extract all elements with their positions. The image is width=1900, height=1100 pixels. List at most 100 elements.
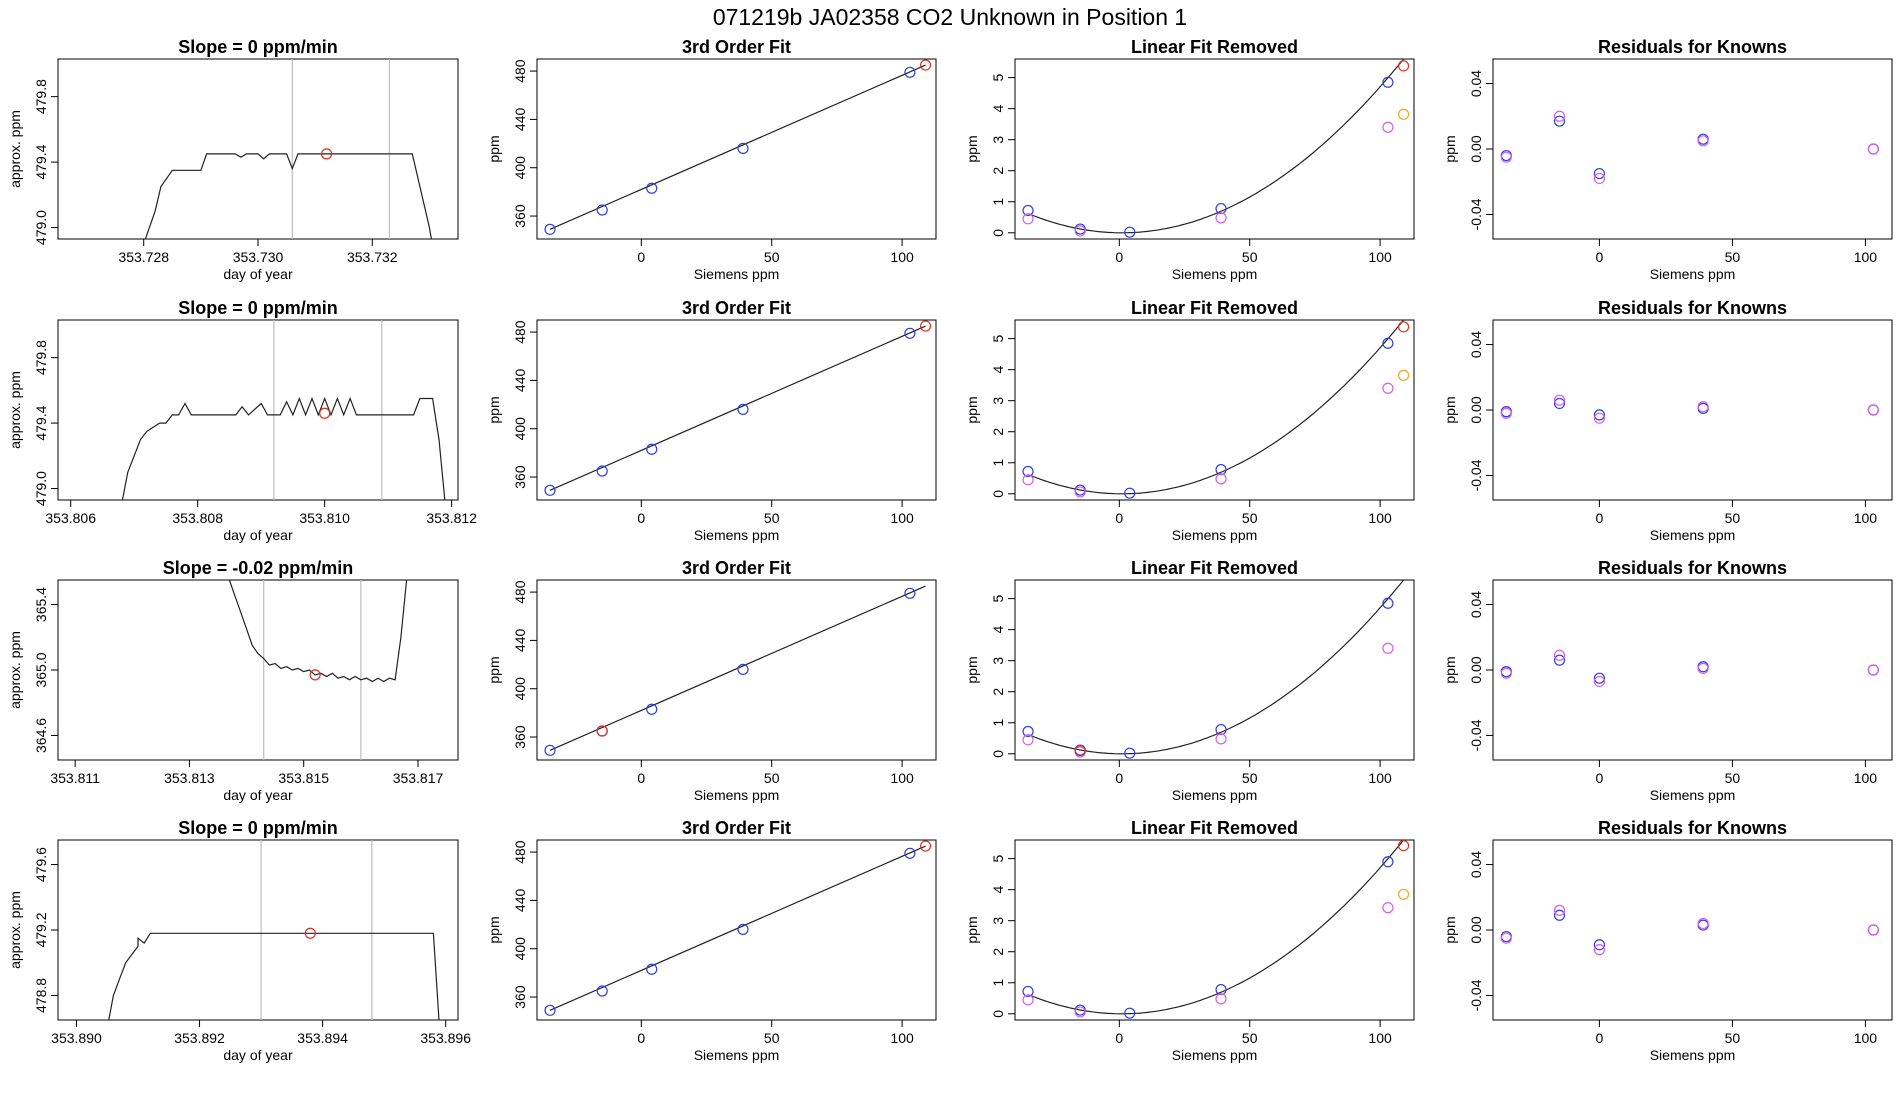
y-axis-label: approx. ppm bbox=[7, 891, 23, 969]
y-tick-label: -0.04 bbox=[1468, 979, 1484, 1011]
data-point-knowns-blue bbox=[1022, 465, 1034, 478]
y-tick-label: 5 bbox=[990, 855, 1006, 863]
y-tick-label: 400 bbox=[512, 937, 528, 961]
x-tick-label: 50 bbox=[1725, 1030, 1741, 1046]
x-tick-label: 100 bbox=[1854, 770, 1878, 786]
plot-area bbox=[144, 59, 433, 239]
plot-frame bbox=[1492, 579, 1893, 761]
y-tick-label: 0.04 bbox=[1468, 591, 1484, 618]
data-point-knowns bbox=[646, 443, 658, 455]
plot-frame bbox=[1492, 839, 1893, 1021]
data-point-knowns-blue bbox=[1382, 597, 1394, 609]
y-tick-label: 440 bbox=[512, 629, 528, 653]
y-tick-label: 479.0 bbox=[33, 471, 49, 506]
y-tick-label: 479.8 bbox=[33, 79, 49, 114]
plot-frame bbox=[57, 58, 459, 240]
x-tick-label: 50 bbox=[1242, 1030, 1258, 1046]
y-tick-label: 5 bbox=[990, 74, 1006, 82]
plot-frame bbox=[536, 319, 937, 501]
y-tick-label: 0.04 bbox=[1468, 70, 1484, 97]
x-axis-label: Siemens ppm bbox=[694, 527, 780, 543]
y-tick-label: 479.4 bbox=[33, 405, 49, 440]
x-tick-label: 100 bbox=[1854, 1030, 1878, 1046]
plot-area bbox=[1500, 110, 1879, 185]
y-tick-label: -0.04 bbox=[1468, 198, 1484, 230]
x-tick-label: 50 bbox=[1242, 510, 1258, 526]
panel-1-0: Slope = 0 ppm/min 353.806 353.808 353.810 35… bbox=[7, 298, 477, 543]
panel-title: Residuals for Knowns bbox=[1598, 37, 1787, 57]
plot-area bbox=[1022, 580, 1405, 759]
x-tick-label: 0 bbox=[1115, 249, 1123, 265]
y-tick-label: 480 bbox=[512, 840, 528, 864]
x-tick-label: 100 bbox=[890, 510, 914, 526]
plot-area bbox=[544, 840, 932, 1016]
x-tick-label: 0 bbox=[637, 249, 645, 265]
y-tick-label: 0.00 bbox=[1468, 656, 1484, 683]
x-axis-label: Siemens ppm bbox=[1650, 787, 1736, 803]
y-tick-label: 400 bbox=[512, 417, 528, 441]
panel-title: 3rd Order Fit bbox=[682, 818, 791, 838]
data-point-knowns-blue bbox=[1215, 463, 1227, 476]
panel-0-2: Linear Fit Removed 0 50 100 0 1 2 3 4 5 Siemens pp… bbox=[964, 37, 1415, 282]
x-axis-label: day of year bbox=[223, 266, 293, 282]
y-axis-label: approx. ppm bbox=[7, 631, 23, 709]
data-point-unknown bbox=[596, 725, 608, 737]
y-tick-label: 480 bbox=[512, 59, 528, 83]
x-tick-label: 100 bbox=[1854, 249, 1878, 265]
data-point-magenta bbox=[1697, 917, 1709, 930]
y-tick-label: -0.04 bbox=[1468, 459, 1484, 491]
x-tick-label: 353.890 bbox=[51, 1030, 102, 1046]
x-tick-label: 353.808 bbox=[172, 510, 223, 526]
data-point-knowns-blue bbox=[1382, 76, 1394, 88]
x-tick-label: 0 bbox=[637, 1030, 645, 1046]
y-tick-label: 365.0 bbox=[33, 652, 49, 687]
panel-title: Linear Fit Removed bbox=[1131, 558, 1298, 578]
y-tick-label: 3 bbox=[990, 136, 1006, 144]
data-point-magenta bbox=[1593, 172, 1606, 185]
y-tick-label: 0.00 bbox=[1468, 135, 1484, 162]
plot-frame bbox=[57, 839, 459, 1021]
x-tick-label: 50 bbox=[764, 249, 780, 265]
mean-point bbox=[320, 148, 333, 160]
data-point-magenta bbox=[1593, 412, 1606, 424]
x-tick-label: 50 bbox=[1242, 249, 1258, 265]
y-tick-label: 5 bbox=[990, 595, 1006, 603]
panel-3-1: 3rd Order Fit 0 50 100 360 400 440 480 Siemens p… bbox=[486, 818, 937, 1063]
panel-3-2: Linear Fit Removed 0 50 100 0 1 2 3 4 5 Siemens pp… bbox=[964, 818, 1415, 1063]
y-tick-label: 1 bbox=[990, 459, 1006, 467]
y-tick-label: 4 bbox=[990, 626, 1006, 634]
y-tick-label: 0 bbox=[990, 750, 1006, 758]
data-point-knowns bbox=[596, 465, 608, 477]
data-point-magenta bbox=[1500, 151, 1512, 163]
y-tick-label: 5 bbox=[990, 335, 1006, 343]
data-point-knowns bbox=[904, 847, 916, 859]
data-point-magenta bbox=[1553, 649, 1566, 661]
plot-frame bbox=[1014, 58, 1415, 240]
data-point-blue bbox=[1593, 672, 1606, 684]
y-tick-label: 2 bbox=[990, 688, 1006, 696]
data-point-knowns-magenta bbox=[1382, 382, 1394, 394]
x-axis-label: Siemens ppm bbox=[1172, 266, 1258, 282]
x-tick-label: 100 bbox=[1368, 770, 1392, 786]
x-axis-label: Siemens ppm bbox=[694, 266, 780, 282]
x-tick-label: 50 bbox=[1242, 770, 1258, 786]
panel-0-0: Slope = 0 ppm/min 353.728 353.730 353.732 47… bbox=[7, 37, 459, 282]
y-tick-label: 1 bbox=[990, 719, 1006, 727]
panel-title: 3rd Order Fit bbox=[682, 298, 791, 318]
data-point-knowns-magenta bbox=[1215, 993, 1227, 1005]
data-point-knowns-blue bbox=[1124, 747, 1136, 759]
data-point-unknown-orange bbox=[1397, 369, 1410, 381]
y-axis-label: approx. ppm bbox=[7, 371, 23, 449]
x-tick-label: 100 bbox=[890, 770, 914, 786]
plot-frame bbox=[536, 58, 937, 240]
plot-area bbox=[544, 320, 932, 496]
y-axis-label: approx. ppm bbox=[7, 110, 23, 188]
plot-frame bbox=[1014, 319, 1415, 501]
mean-point bbox=[319, 407, 331, 419]
data-point-knowns bbox=[544, 1004, 556, 1016]
data-point-knowns-blue bbox=[1022, 725, 1034, 738]
plot-area bbox=[121, 320, 446, 500]
panel-1-2: Linear Fit Removed 0 50 100 0 1 2 3 4 5 Siemens pp… bbox=[964, 298, 1415, 543]
data-point-knowns-blue bbox=[1124, 487, 1136, 499]
